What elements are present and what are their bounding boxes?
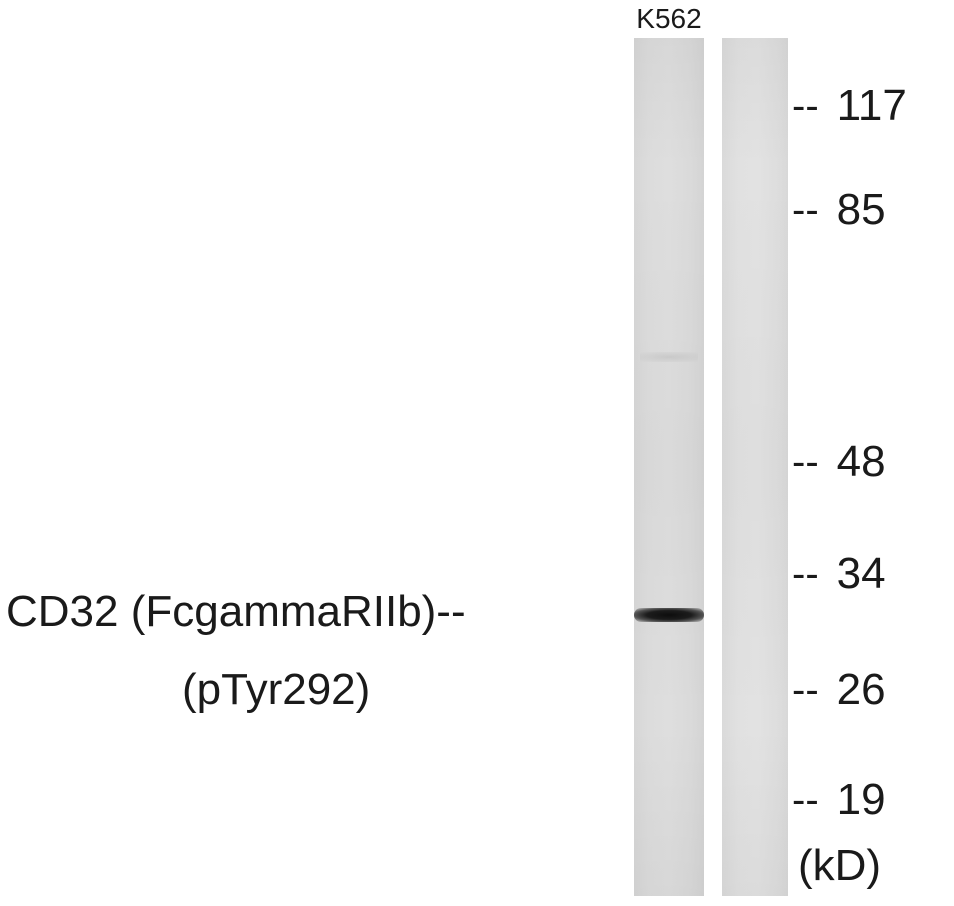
marker-label: 34 <box>836 549 886 598</box>
marker-dash: -- <box>792 439 819 484</box>
marker-label: 85 <box>836 185 886 234</box>
marker-19: -- 19 <box>792 775 886 824</box>
lane-shading <box>722 38 788 896</box>
marker-dash: -- <box>792 83 819 128</box>
blot-lane-1 <box>634 38 704 896</box>
marker-85: -- 85 <box>792 185 886 234</box>
marker-dash: -- <box>792 187 819 232</box>
marker-26: -- 26 <box>792 665 886 714</box>
faint-smudge <box>640 352 698 362</box>
marker-dash: -- <box>792 777 819 822</box>
marker-label: 117 <box>836 81 907 130</box>
protein-band <box>634 608 704 622</box>
marker-label: 48 <box>836 437 886 486</box>
protein-label-line-1: CD32 (FcgammaRIIb)-- <box>6 587 466 636</box>
marker-dash: -- <box>792 667 819 712</box>
lane-shading <box>634 38 704 896</box>
blot-lane-2 <box>722 38 788 896</box>
marker-label: 19 <box>836 775 886 824</box>
marker-34: -- 34 <box>792 549 886 598</box>
marker-48: -- 48 <box>792 437 886 486</box>
protein-label-line-2: (pTyr292) <box>182 665 371 714</box>
unit-label: (kD) <box>798 841 882 890</box>
marker-dash: -- <box>792 551 819 596</box>
marker-117: -- 117 <box>792 81 907 130</box>
sample-label: K562 <box>636 3 702 34</box>
marker-label: 26 <box>836 665 886 714</box>
